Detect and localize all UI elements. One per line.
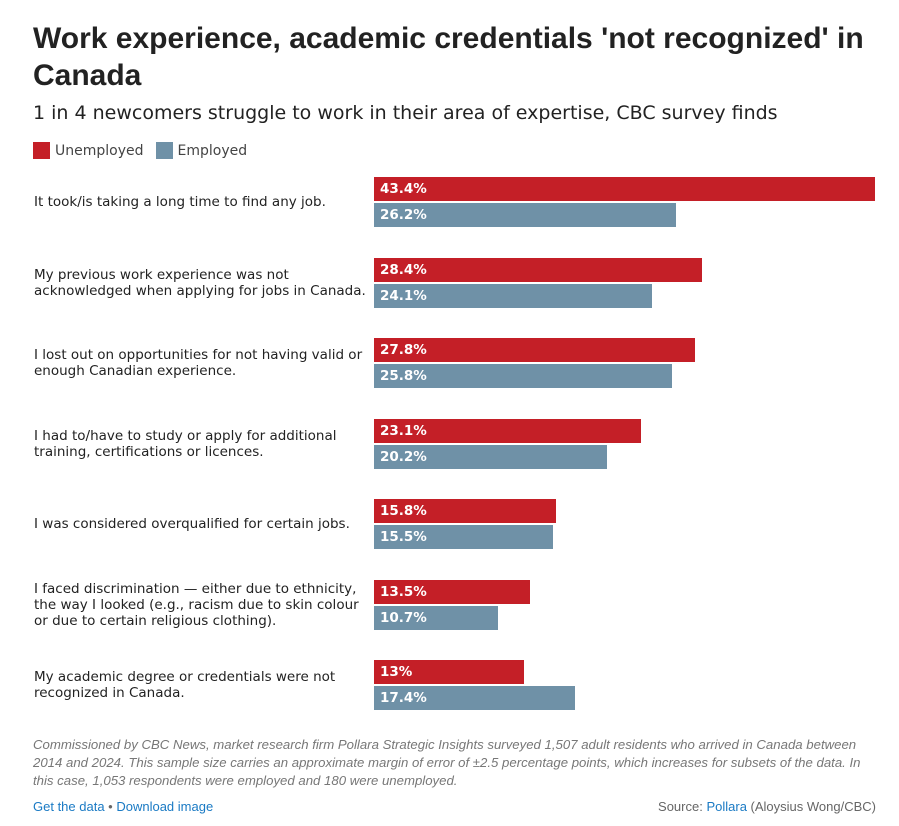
chart-title: Work experience, academic credentials 'n…: [33, 22, 864, 92]
category-label: My previous work experience was not ackn…: [34, 266, 366, 299]
bar-employed: 17.4%: [374, 686, 575, 710]
bar-row: My previous work experience was not ackn…: [0, 257, 899, 308]
data-label: 28.4%: [380, 261, 427, 278]
source-prefix: Source:: [658, 799, 707, 814]
bar-unemployed: 28.4%: [374, 257, 702, 282]
bar-unemployed: 43.4%: [374, 177, 875, 201]
bar-employed: 25.8%: [374, 364, 672, 388]
source-link[interactable]: Pollara: [706, 799, 747, 814]
data-label: 25.8%: [380, 368, 427, 384]
data-label: 43.4%: [380, 181, 427, 197]
data-label: 26.2%: [380, 207, 427, 223]
category-label: I had to/have to study or apply for addi…: [34, 427, 337, 460]
data-label: 27.8%: [380, 342, 427, 358]
bar-employed: 20.2%: [374, 444, 608, 469]
get-data-link[interactable]: Get the data: [33, 799, 105, 814]
data-label: 13.5%: [380, 583, 427, 600]
category-label: My academic degree or credentials were n…: [34, 669, 336, 701]
bar-row: My academic degree or credentials were n…: [0, 660, 899, 710]
legend-item-employed: Employed: [155, 142, 248, 159]
bar-row: It took/is taking a long time to find an…: [0, 177, 899, 227]
download-image-link[interactable]: Download image: [116, 799, 214, 814]
bar-employed: 26.2%: [374, 203, 677, 227]
bar-row: I had to/have to study or apply for addi…: [0, 418, 899, 469]
data-label: 15.8%: [380, 503, 427, 519]
bar-employed: 15.5%: [374, 525, 553, 549]
chart-notes: Commissioned by CBC News, market researc…: [33, 737, 861, 788]
category-label: I faced discrimination — either due to e…: [34, 580, 359, 629]
data-label: 20.2%: [380, 448, 427, 465]
data-label: 24.1%: [380, 287, 427, 304]
bar-unemployed: 13%: [374, 660, 525, 684]
chart-subtitle: 1 in 4 newcomers struggle to work in the…: [33, 102, 778, 124]
data-label: 23.1%: [380, 422, 427, 439]
footer-separator: •: [104, 799, 117, 814]
legend-item-unemployed: Unemployed: [33, 142, 144, 159]
source-credit: Source: Pollara (Aloysius Wong/CBC): [658, 799, 876, 814]
legend-label: Employed: [177, 142, 248, 159]
category-label: I lost out on opportunities for not havi…: [34, 347, 363, 379]
footer: Get the data • Download image Source: Po…: [33, 799, 876, 814]
bar-employed: 10.7%: [374, 605, 498, 630]
bar-row: I faced discrimination — either due to e…: [0, 579, 899, 630]
data-label: 13%: [380, 664, 413, 680]
category-label: It took/is taking a long time to find an…: [34, 194, 326, 210]
legend-swatch-unemployed: [33, 142, 50, 159]
bar-unemployed: 15.8%: [374, 499, 557, 523]
data-label: 10.7%: [380, 609, 427, 626]
bar-unemployed: 23.1%: [374, 418, 641, 443]
source-suffix: (Aloysius Wong/CBC): [746, 799, 876, 814]
bar-employed: 24.1%: [374, 283, 653, 308]
legend-label: Unemployed: [55, 142, 144, 159]
legend: Unemployed Employed: [33, 142, 259, 159]
data-label: 15.5%: [380, 529, 427, 545]
bar-row: I was considered overqualified for certa…: [0, 499, 899, 549]
data-label: 17.4%: [380, 690, 427, 706]
category-label: I was considered overqualified for certa…: [34, 516, 350, 532]
bar-unemployed: 13.5%: [374, 579, 530, 604]
legend-swatch-employed: [155, 142, 173, 159]
bar-row: I lost out on opportunities for not havi…: [0, 338, 899, 388]
bar-unemployed: 27.8%: [374, 338, 695, 362]
